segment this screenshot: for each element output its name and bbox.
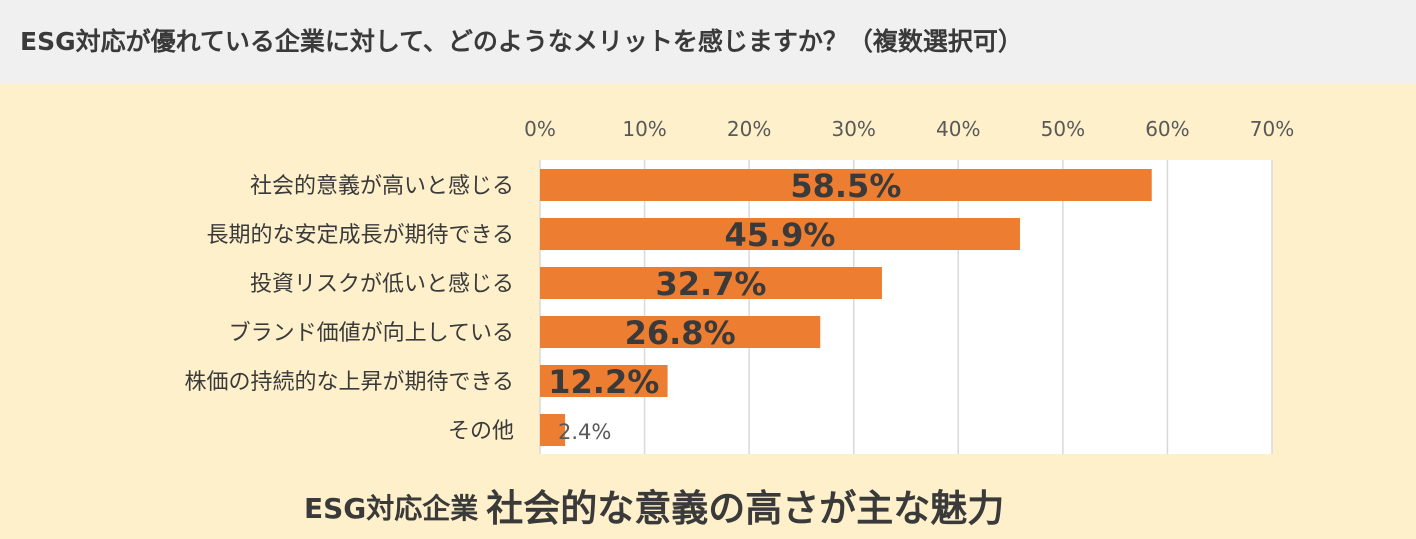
- bar: [540, 316, 821, 348]
- category-label: 投資リスクが低いと感じる: [250, 272, 514, 297]
- footer-caption-prefix: ESG対応企業: [304, 492, 479, 525]
- bar: [540, 218, 1020, 250]
- x-tick-label: 40%: [936, 117, 980, 141]
- x-tick-label: 60%: [1145, 117, 1189, 141]
- category-label: 長期的な安定成長が期待できる: [206, 223, 514, 248]
- data-label: 58.5%: [790, 167, 901, 205]
- x-tick-label: 50%: [1041, 117, 1085, 141]
- data-label: 12.2%: [548, 363, 659, 401]
- category-label: その他: [448, 419, 514, 444]
- x-tick-label: 70%: [1250, 117, 1294, 141]
- category-label: 株価の持続的な上昇が期待できる: [184, 370, 514, 395]
- bar: [540, 365, 668, 397]
- footer-caption: ESG対応企業 社会的な意義の高さが主な魅力: [0, 474, 1416, 534]
- x-tick-label: 20%: [727, 117, 771, 141]
- plot-background: [540, 160, 1272, 454]
- category-label: ブランド価値が向上している: [229, 321, 514, 346]
- x-tick-label: 10%: [622, 117, 666, 141]
- bar: [540, 414, 566, 446]
- header-bar: ESG対応が優れている企業に対して、どのようなメリットを感じますか？（複数選択可…: [0, 0, 1416, 84]
- data-label: 32.7%: [655, 265, 766, 303]
- category-label: 社会的意義が高いと感じる: [250, 174, 514, 199]
- data-label: 2.4%: [558, 420, 611, 444]
- bar: [540, 267, 882, 299]
- chart-question-title: ESG対応が優れている企業に対して、どのようなメリットを感じますか？（複数選択可…: [20, 27, 1023, 56]
- x-tick-label: 30%: [831, 117, 875, 141]
- x-tick-label: 0%: [524, 117, 556, 141]
- data-label: 26.8%: [625, 314, 736, 352]
- chart-area: 0% 10% 20% 30% 40% 50% 60% 70% 社会的意義が高いと感じる 58.5%…: [0, 84, 1416, 474]
- bar: [540, 169, 1152, 201]
- footer-caption-headline: 社会的な意義の高さが主な魅力: [486, 487, 1005, 530]
- bar-chart: 0% 10% 20% 30% 40% 50% 60% 70% 社会的意義が高いと感じる 58.5%…: [184, 117, 1294, 454]
- data-label: 45.9%: [724, 216, 835, 254]
